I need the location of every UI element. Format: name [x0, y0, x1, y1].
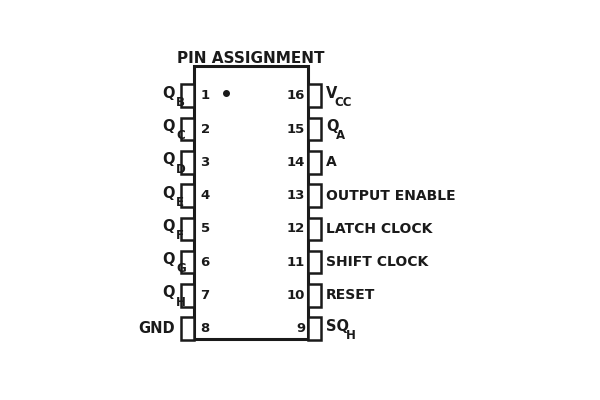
Text: PIN ASSIGNMENT: PIN ASSIGNMENT: [177, 51, 325, 66]
Text: G: G: [176, 262, 185, 275]
Text: GND: GND: [139, 321, 175, 336]
Text: 5: 5: [200, 222, 209, 235]
Bar: [181, 218, 194, 240]
Text: E: E: [176, 196, 184, 209]
Text: Q: Q: [163, 252, 175, 267]
Text: LATCH CLOCK: LATCH CLOCK: [326, 222, 433, 236]
Bar: [308, 284, 320, 306]
Bar: [308, 118, 320, 140]
Bar: [308, 151, 320, 174]
Text: Q: Q: [326, 119, 338, 134]
Text: RESET: RESET: [326, 288, 376, 302]
Text: 1: 1: [200, 89, 209, 102]
Text: A: A: [326, 155, 337, 169]
Text: 7: 7: [200, 289, 209, 302]
Text: V: V: [326, 86, 337, 101]
Text: B: B: [176, 96, 185, 109]
Text: D: D: [176, 162, 185, 176]
Text: 2: 2: [200, 122, 209, 136]
Text: Q: Q: [163, 119, 175, 134]
Text: Q: Q: [163, 152, 175, 167]
Text: 6: 6: [200, 256, 210, 268]
Bar: [308, 84, 320, 107]
Text: F: F: [176, 229, 184, 242]
Text: 10: 10: [287, 289, 305, 302]
Text: Q: Q: [163, 86, 175, 101]
Text: 4: 4: [200, 189, 210, 202]
Text: CC: CC: [334, 96, 352, 109]
Text: SHIFT CLOCK: SHIFT CLOCK: [326, 255, 428, 269]
Text: 9: 9: [296, 322, 305, 335]
Bar: [181, 317, 194, 340]
Text: SQ: SQ: [326, 319, 349, 334]
Text: 16: 16: [287, 89, 305, 102]
Text: 3: 3: [200, 156, 210, 169]
Text: 11: 11: [287, 256, 305, 268]
Text: 15: 15: [287, 122, 305, 136]
Text: OUTPUT ENABLE: OUTPUT ENABLE: [326, 188, 456, 202]
Bar: [181, 151, 194, 174]
Text: Q: Q: [163, 186, 175, 200]
Bar: [181, 284, 194, 306]
Text: C: C: [176, 129, 185, 142]
Text: Q: Q: [163, 285, 175, 300]
Bar: [181, 184, 194, 207]
Text: Q: Q: [163, 219, 175, 234]
Bar: [308, 218, 320, 240]
Bar: [308, 251, 320, 273]
Text: H: H: [176, 296, 186, 309]
Bar: [308, 184, 320, 207]
Bar: [308, 317, 320, 340]
Text: H: H: [346, 329, 356, 342]
Text: A: A: [337, 129, 346, 142]
Bar: [181, 84, 194, 107]
Text: 12: 12: [287, 222, 305, 235]
Bar: [181, 118, 194, 140]
Bar: [194, 66, 308, 339]
Text: 14: 14: [287, 156, 305, 169]
Text: 8: 8: [200, 322, 210, 335]
Bar: [181, 251, 194, 273]
Text: 13: 13: [287, 189, 305, 202]
